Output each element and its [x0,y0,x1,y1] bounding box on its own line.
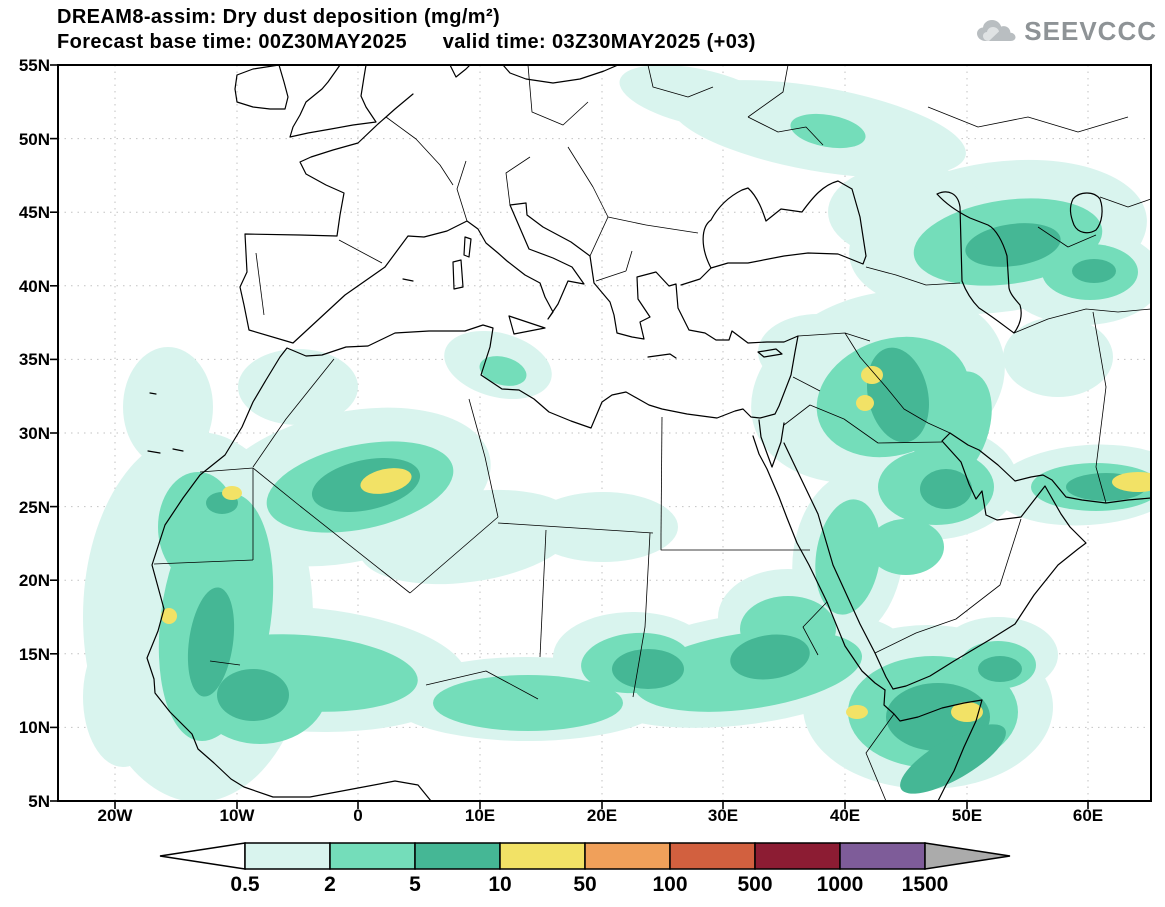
y-axis-label: 5N [28,792,50,811]
coastlines [146,65,1151,801]
colorbar-cell [754,842,841,870]
colorbar-label: 50 [573,873,597,896]
x-axis-label: 20W [97,806,133,825]
y-axis-label: 25N [18,498,50,517]
x-axis-label: 10E [464,806,496,825]
dust-contours-level-10 [161,366,1151,722]
colorbar-cell [669,842,756,870]
y-axis-label: 50N [18,130,50,149]
y-axis-label: 40N [18,277,50,296]
colorbar-cell [244,842,331,870]
x-axis-label: 20E [586,806,618,825]
colorbar-label: 500 [737,873,773,896]
y-axis-label: 35N [18,350,50,369]
colorbar-cell [584,842,671,870]
x-axis-label: 0 [353,806,363,825]
page-title: DREAM8-assim: Dry dust deposition (mg/m²… [57,6,501,28]
colorbar-left-arrow [159,842,246,870]
y-axis-label: 45N [18,203,50,222]
x-axis-label: 40E [829,806,861,825]
colorbar-label: 100 [652,873,688,896]
logo-text: SEEVCCC [1024,16,1157,46]
dust-contours-level-5 [187,223,1146,794]
map [50,64,1152,809]
colorbar-cell [499,842,586,870]
y-axis-label: 20N [18,571,50,590]
colorbar-label: 1500 [901,873,949,896]
colorbar-cell [839,842,926,870]
colorbar-cell [414,842,501,870]
axis-ticks [50,64,1089,809]
cloud-icon [977,19,1016,41]
y-axis-label: 10N [18,718,50,737]
seevccc-logo: SEEVCCC [974,16,1157,47]
y-axis-label: 15N [18,645,50,664]
forecast-time-line: Forecast base time: 00Z30MAY2025 valid t… [57,31,756,53]
country-borders [153,65,1151,801]
x-axis-label: 60E [1072,806,1104,825]
x-axis-label: 50E [951,806,983,825]
colorbar-label: 2 [324,873,336,896]
colorbar-label: 5 [409,873,421,896]
colorbar [159,842,1011,870]
colorbar-label: 10 [488,873,512,896]
y-axis-label: 55N [18,56,50,75]
y-axis-label: 30N [18,424,50,443]
x-axis-label: 30E [707,806,739,825]
x-axis-label: 10W [219,806,255,825]
colorbar-cell [329,842,416,870]
colorbar-right-arrow [924,842,1011,870]
colorbar-label: 1000 [816,873,864,896]
colorbar-label: 0.5 [230,873,260,896]
